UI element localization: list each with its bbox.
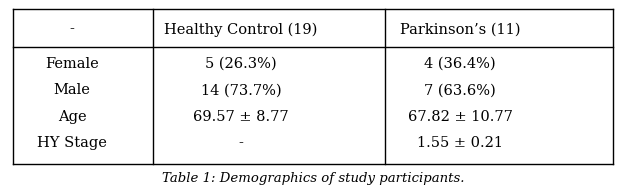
Text: -: - [239,136,244,150]
Text: 67.82 ± 10.77: 67.82 ± 10.77 [408,110,513,124]
Text: 7 (63.6%): 7 (63.6%) [424,83,496,97]
Text: 1.55 ± 0.21: 1.55 ± 0.21 [417,136,503,150]
Text: 5 (26.3%): 5 (26.3%) [205,57,277,71]
Text: Healthy Control (19): Healthy Control (19) [164,22,318,37]
Text: Table 1: Demographics of study participants.: Table 1: Demographics of study participa… [162,173,464,185]
Text: Parkinson’s (11): Parkinson’s (11) [400,22,520,36]
Text: HY Stage: HY Stage [37,136,107,150]
Text: -: - [69,22,74,36]
Text: Female: Female [45,57,99,71]
Text: 4 (36.4%): 4 (36.4%) [424,57,496,71]
Text: Age: Age [58,110,86,124]
Text: 69.57 ± 8.77: 69.57 ± 8.77 [193,110,289,124]
Text: 14 (73.7%): 14 (73.7%) [201,83,281,97]
Text: Male: Male [54,83,90,97]
